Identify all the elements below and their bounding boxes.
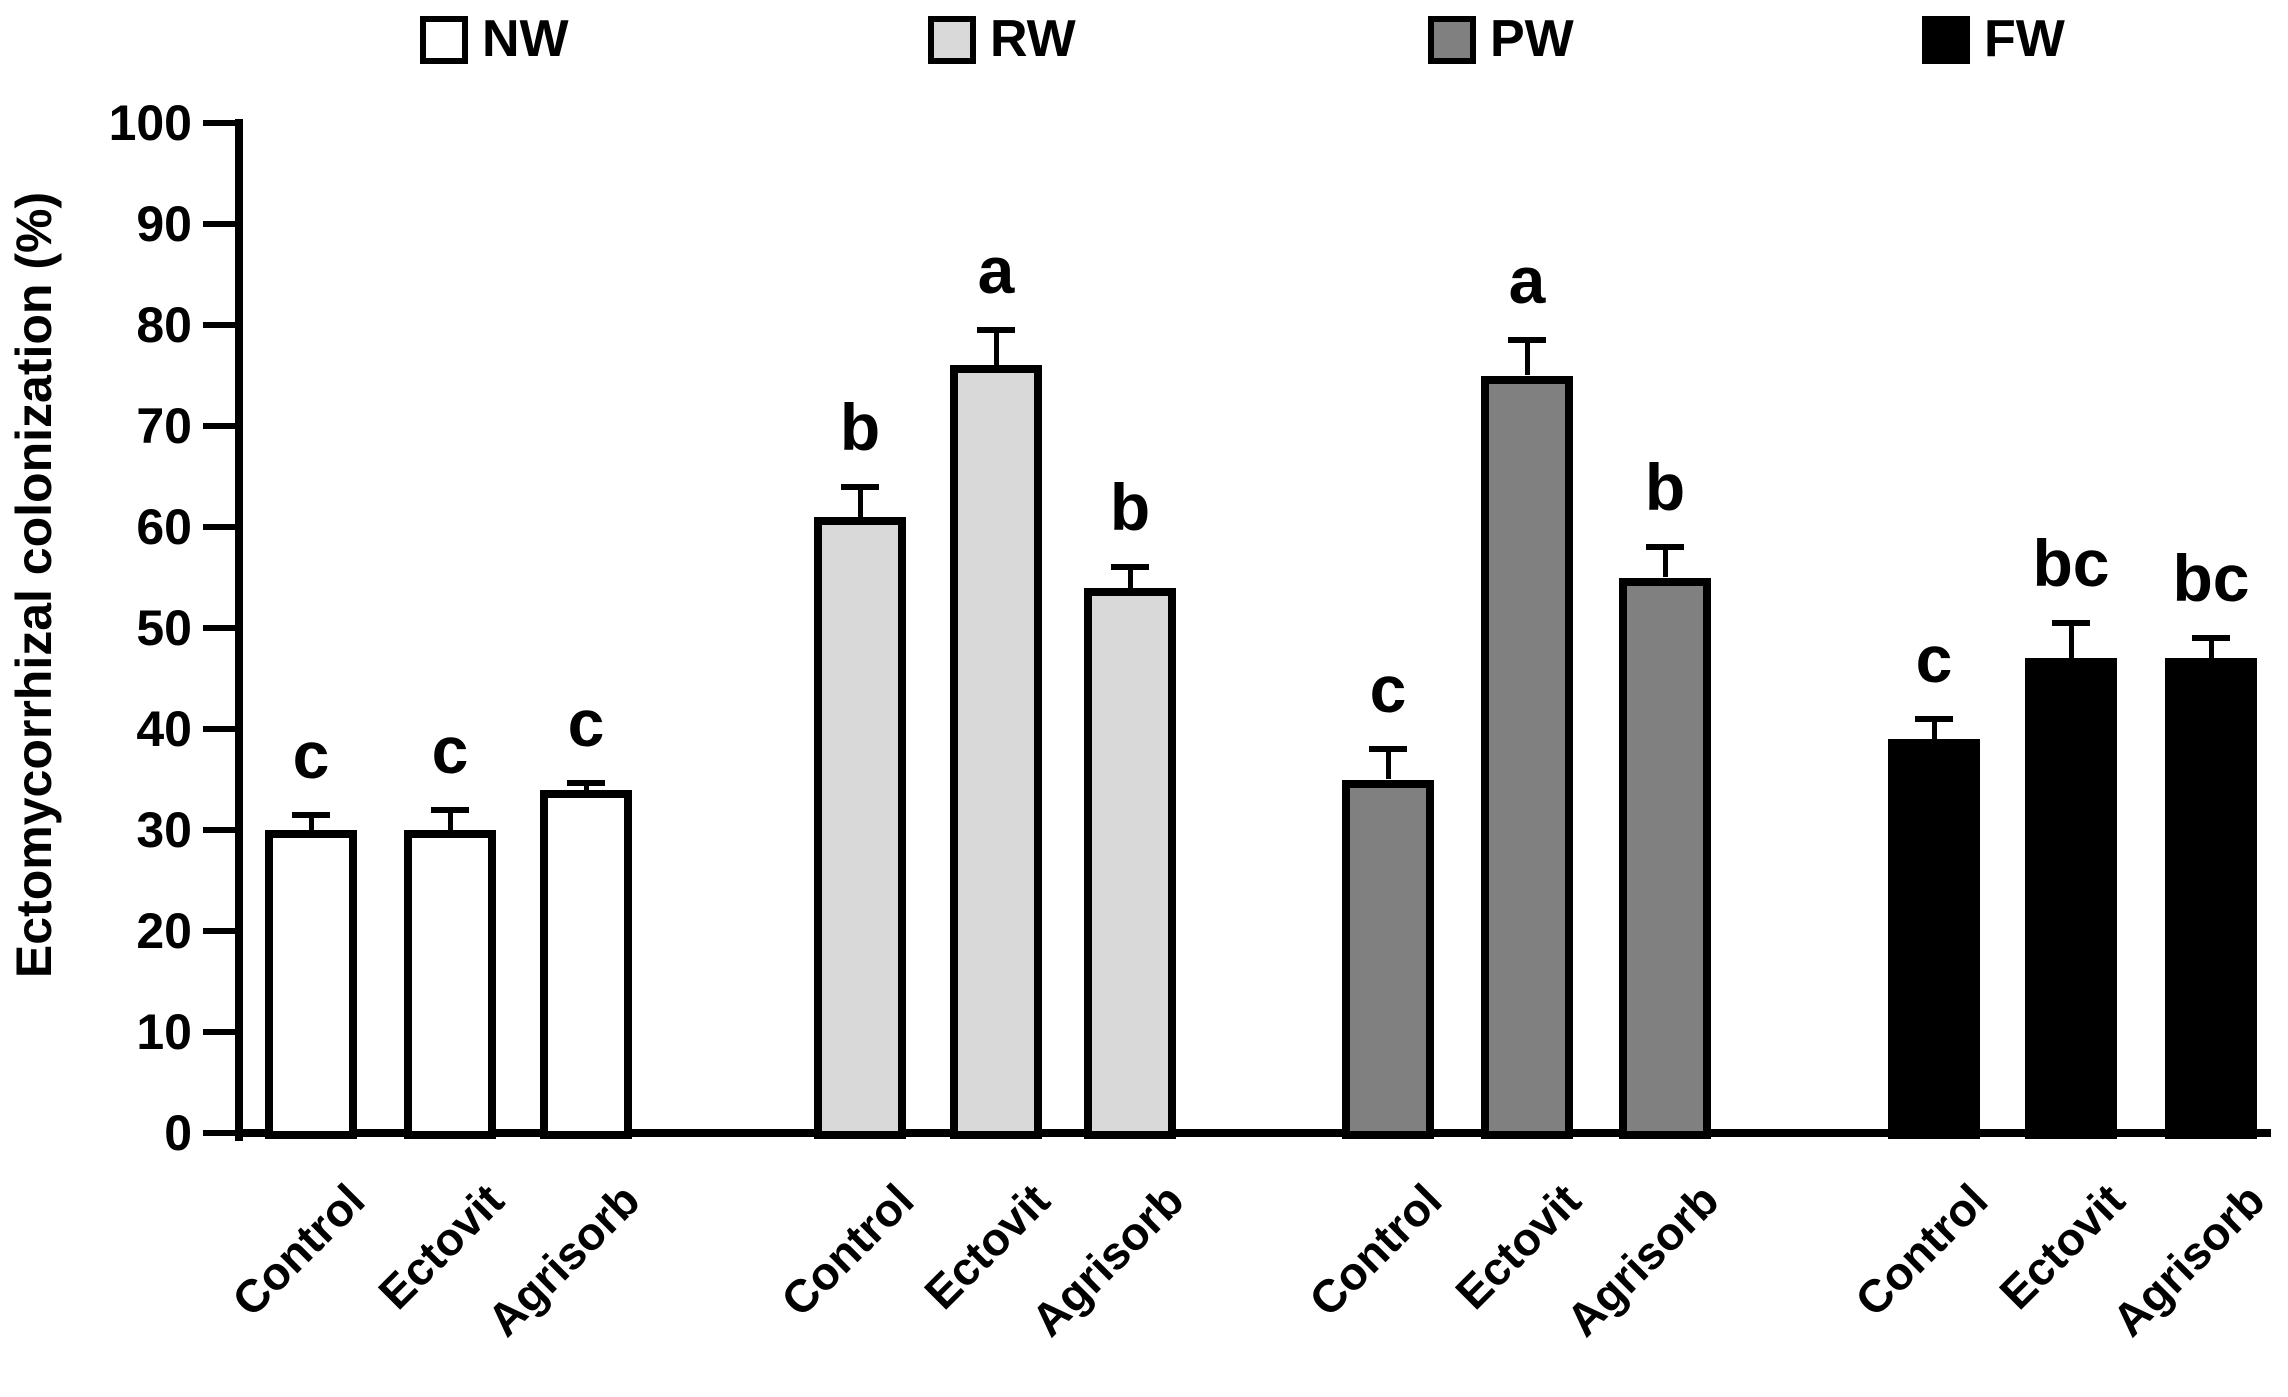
x-label-nw-control: Control <box>222 1173 375 1327</box>
x-label-fw-control: Control <box>1845 1173 1998 1327</box>
y-tick-100 <box>203 120 235 126</box>
y-tick-label-80: 80 <box>136 297 192 353</box>
error-bar-stem-fw-ectovit <box>2069 622 2074 659</box>
y-axis-line <box>235 119 243 1141</box>
sig-letter-rw-ectovit: a <box>977 233 1015 308</box>
y-tick-80 <box>203 322 235 328</box>
y-tick-label-60: 60 <box>136 499 192 555</box>
bar-rw-ectovit <box>950 365 1042 1139</box>
sig-letter-fw-control: c <box>1915 621 1953 696</box>
error-bar-cap-pw-ectovit <box>1508 337 1546 344</box>
legend-swatch-nw <box>420 16 468 64</box>
x-label-rw-control: Control <box>771 1173 924 1327</box>
legend-label-rw: RW <box>990 10 1076 68</box>
error-bar-stem-pw-ectovit <box>1525 340 1530 376</box>
y-tick-label-20: 20 <box>136 903 192 959</box>
error-bar-cap-rw-ectovit <box>977 327 1015 334</box>
y-tick-label-100: 100 <box>108 95 192 151</box>
y-tick-label-50: 50 <box>136 600 192 656</box>
error-bar-stem-rw-ectovit <box>994 330 999 366</box>
legend-swatch-pw <box>1428 16 1476 64</box>
error-bar-cap-nw-ectovit <box>431 806 469 813</box>
x-label-pw-control: Control <box>1299 1173 1452 1327</box>
x-label-fw-agrisorb: Agrisorb <box>2102 1173 2275 1347</box>
sig-letter-fw-agrisorb: bc <box>2172 541 2250 616</box>
sig-letter-nw-agrisorb: c <box>567 685 605 760</box>
bar-fw-ectovit <box>2025 658 2117 1139</box>
y-tick-60 <box>203 524 235 530</box>
sig-letter-pw-control: c <box>1369 652 1407 727</box>
error-bar-stem-rw-agrisorb <box>1128 567 1133 588</box>
error-bar-stem-pw-control <box>1386 749 1391 780</box>
legend-label-nw: NW <box>482 10 569 68</box>
bar-nw-ectovit <box>404 830 496 1139</box>
x-axis-line <box>235 1129 2271 1137</box>
legend-label-fw: FW <box>1984 10 2065 68</box>
bar-rw-control <box>814 516 906 1139</box>
error-bar-stem-nw-ectovit <box>448 809 453 830</box>
y-tick-label-30: 30 <box>136 802 192 858</box>
error-bar-stem-fw-control <box>1932 718 1937 740</box>
x-label-pw-agrisorb: Agrisorb <box>1556 1173 1729 1347</box>
error-bar-cap-fw-agrisorb <box>2192 635 2230 642</box>
error-bar-stem-pw-agrisorb <box>1663 547 1668 578</box>
bar-pw-agrisorb <box>1619 577 1711 1139</box>
error-bar-cap-pw-agrisorb <box>1646 544 1684 551</box>
sig-letter-rw-agrisorb: b <box>1109 470 1151 545</box>
y-tick-70 <box>203 423 235 429</box>
y-tick-30 <box>203 827 235 833</box>
bar-pw-control <box>1342 779 1434 1139</box>
sig-letter-nw-control: c <box>292 717 330 792</box>
error-bar-cap-nw-agrisorb <box>567 779 605 786</box>
y-tick-0 <box>203 1130 235 1136</box>
y-tick-label-90: 90 <box>136 196 192 252</box>
bar-fw-agrisorb <box>2165 658 2257 1139</box>
sig-letter-pw-agrisorb: b <box>1644 450 1686 525</box>
y-tick-label-10: 10 <box>136 1004 192 1060</box>
y-tick-label-40: 40 <box>136 701 192 757</box>
y-tick-10 <box>203 1029 235 1035</box>
y-tick-20 <box>203 928 235 934</box>
bar-fw-control <box>1888 739 1980 1139</box>
sig-letter-rw-control: b <box>839 389 881 464</box>
bar-rw-agrisorb <box>1084 587 1176 1139</box>
legend-swatch-rw <box>928 16 976 64</box>
error-bar-cap-fw-ectovit <box>2052 619 2090 626</box>
error-bar-cap-pw-control <box>1369 746 1407 753</box>
error-bar-stem-nw-agrisorb <box>584 782 589 790</box>
error-bar-cap-rw-control <box>841 483 879 490</box>
sig-letter-pw-ectovit: a <box>1508 243 1546 318</box>
error-bar-stem-fw-agrisorb <box>2209 638 2214 659</box>
sig-letter-nw-ectovit: c <box>431 712 469 787</box>
bar-nw-agrisorb <box>540 789 632 1139</box>
sig-letter-fw-ectovit: bc <box>2032 525 2110 600</box>
y-tick-40 <box>203 726 235 732</box>
error-bar-cap-nw-control <box>292 811 330 818</box>
error-bar-cap-rw-agrisorb <box>1111 564 1149 571</box>
y-tick-90 <box>203 221 235 227</box>
legend-swatch-fw <box>1922 16 1970 64</box>
y-tick-label-0: 0 <box>164 1105 192 1161</box>
error-bar-stem-rw-control <box>858 486 863 517</box>
y-tick-label-70: 70 <box>136 398 192 454</box>
bar-nw-control <box>265 830 357 1139</box>
y-tick-50 <box>203 625 235 631</box>
error-bar-cap-fw-control <box>1915 715 1953 722</box>
legend-label-pw: PW <box>1490 10 1574 68</box>
bar-pw-ectovit <box>1481 375 1573 1139</box>
error-bar-stem-nw-control <box>309 814 314 830</box>
